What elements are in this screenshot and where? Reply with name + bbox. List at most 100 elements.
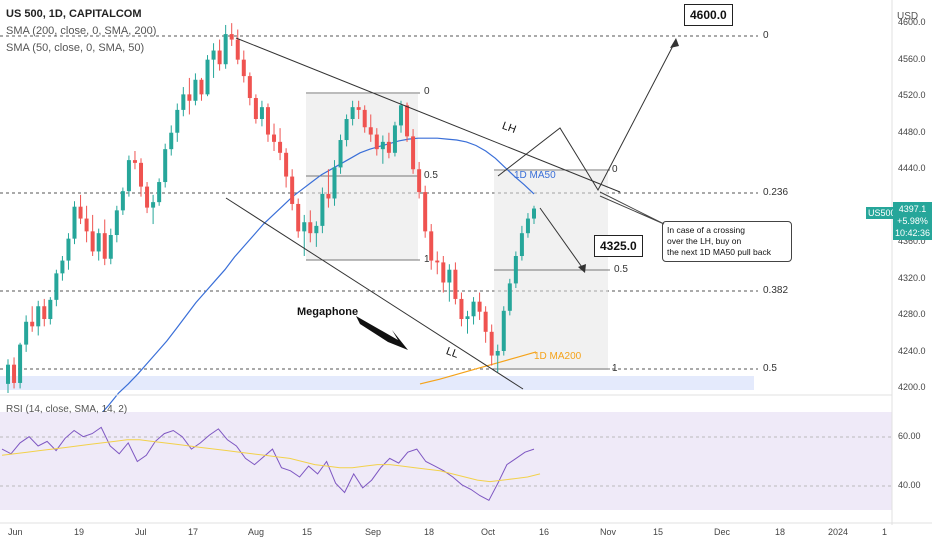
candle <box>54 269 59 307</box>
candle <box>405 102 410 142</box>
price-axis[interactable]: 4600.0 4560.0 4520.0 4480.0 4440.0 4360.0 4320… <box>896 0 932 395</box>
candle <box>6 359 10 393</box>
candle <box>18 342 23 389</box>
candle <box>362 105 367 133</box>
price-tick: 4480.0 <box>898 126 926 137</box>
candles-layer <box>6 23 536 393</box>
candle <box>284 148 289 188</box>
candle <box>326 169 331 208</box>
candle <box>12 357 17 389</box>
time-tick: 19 <box>74 527 85 537</box>
ll-trendline[interactable] <box>225 197 524 390</box>
price-tick: 4200.0 <box>898 382 926 393</box>
rsi-tick-40: 40.00 <box>898 480 921 490</box>
candle <box>272 123 277 151</box>
megaphone-arrow-icon <box>356 316 408 350</box>
candle <box>42 298 47 327</box>
candle <box>72 201 77 245</box>
target-low-box[interactable]: 4325.0 <box>594 235 643 257</box>
candle <box>223 24 228 69</box>
candle <box>356 100 361 120</box>
candle <box>453 262 458 305</box>
candle <box>398 100 403 133</box>
candle <box>151 194 156 225</box>
candle <box>265 103 270 142</box>
candle <box>163 143 168 188</box>
candle <box>126 155 131 197</box>
candle <box>459 292 464 327</box>
candle <box>24 315 29 352</box>
pullback-path <box>539 207 585 271</box>
candle <box>447 264 452 302</box>
rsi-ma-line <box>1 439 541 483</box>
candle <box>30 306 35 332</box>
chart-header: US 500, 1D, CAPITALCOM SMA (200, close, … <box>6 8 156 54</box>
candle <box>102 219 107 266</box>
candle <box>332 160 337 206</box>
candle <box>374 128 379 156</box>
candle <box>308 210 313 243</box>
target-high-box[interactable]: 4600.0 <box>684 4 733 26</box>
ma50-label: 1D MA50 <box>514 170 556 181</box>
rsi-background <box>0 412 892 510</box>
price-tick: 4360.0 <box>898 236 926 247</box>
time-tick: 2024 <box>828 527 849 537</box>
bar-countdown: 10:42:36 <box>894 228 931 238</box>
candle <box>84 205 89 243</box>
time-tick: Sep <box>365 527 382 537</box>
rsi-layer <box>1 426 541 501</box>
rsi-indicator-label[interactable]: RSI (14, close, SMA, 14, 2) <box>6 404 128 415</box>
last-price-ticker: US500 <box>866 207 898 219</box>
fib-label-05: 0.5 <box>763 363 777 374</box>
candle <box>471 297 476 325</box>
pullback-arrowhead <box>578 264 586 273</box>
candle <box>229 23 234 46</box>
candle <box>187 77 192 115</box>
rsi-tick-60: 60.00 <box>898 431 921 441</box>
candle <box>368 114 373 142</box>
sma200-indicator-label[interactable]: SMA (200, close, 0, SMA, 200) <box>6 25 157 37</box>
candle <box>417 161 422 199</box>
price-tick: 4600.0 <box>898 17 926 28</box>
note-line-1: In case of a crossing <box>667 225 745 235</box>
time-tick: Dec <box>714 527 731 537</box>
time-axis[interactable]: Jun 19 Jul 17 Aug 15 Sep 18 Oct 16 Nov 15 Dec 18 2024 1 <box>0 527 892 547</box>
time-tick: 17 <box>188 527 199 537</box>
candle <box>60 256 65 281</box>
megaphone-label: Megaphone <box>297 306 359 318</box>
sma50-indicator-label[interactable]: SMA (50, close, 0, SMA, 50) <box>6 42 145 54</box>
candle <box>477 292 482 320</box>
candle <box>483 306 488 343</box>
candle <box>157 178 162 206</box>
price-tick: 4440.0 <box>898 163 926 174</box>
candle <box>199 77 204 101</box>
candle <box>90 214 95 257</box>
candle <box>314 221 319 247</box>
candle <box>296 198 301 238</box>
ma200-layer <box>419 351 537 385</box>
candle <box>392 121 397 157</box>
note-line-3: the next 1D MA50 pull back <box>667 247 771 257</box>
candle <box>259 100 264 127</box>
lh-trendline[interactable] <box>235 37 621 193</box>
candle <box>145 182 150 214</box>
ma200-line <box>419 351 537 385</box>
candle <box>217 39 222 71</box>
note-line-2: over the LH, buy on <box>667 236 742 246</box>
candle <box>380 135 385 164</box>
time-tick: Aug <box>248 527 265 537</box>
candle <box>423 185 428 238</box>
time-tick: Jun <box>8 527 23 537</box>
candle <box>532 205 536 225</box>
note-callout[interactable]: In case of a crossing over the LH, buy o… <box>662 221 792 262</box>
ma200-label: 1D MA200 <box>534 351 582 362</box>
price-tick: 4520.0 <box>898 90 926 101</box>
projection-path <box>497 39 677 192</box>
candle <box>205 55 210 97</box>
candle <box>253 94 258 124</box>
candle <box>132 150 137 170</box>
symbol-title[interactable]: US 500, 1D, CAPITALCOM <box>6 8 142 20</box>
time-tick: Oct <box>481 527 496 537</box>
